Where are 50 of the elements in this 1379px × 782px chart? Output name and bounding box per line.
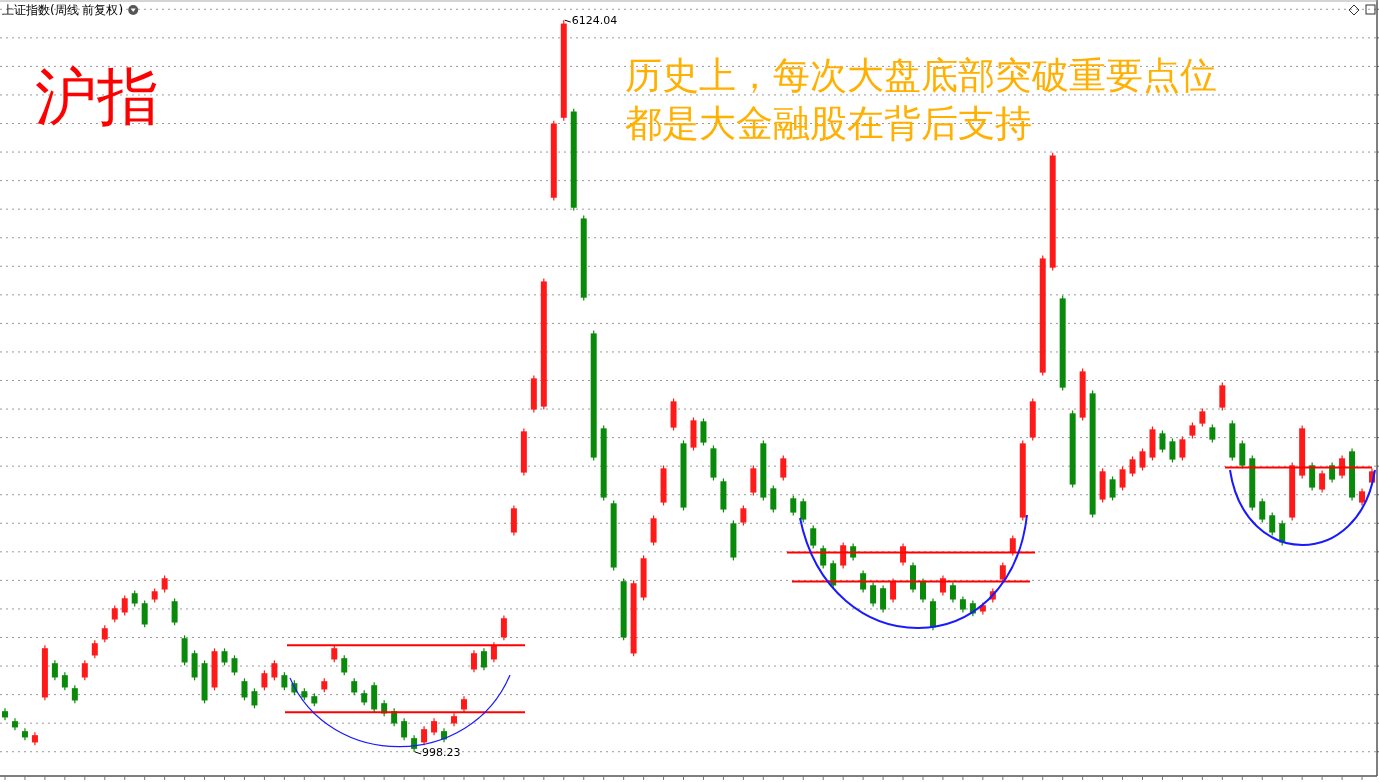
candlestick <box>141 599 148 628</box>
candlestick <box>271 659 278 681</box>
candlestick <box>480 647 487 671</box>
candlestick <box>890 577 897 603</box>
candlestick <box>800 497 807 524</box>
chart-title: 上证指数(周线 前复权) <box>2 3 124 17</box>
candlestick <box>51 659 58 681</box>
candlestick <box>251 687 258 709</box>
annotation: 998.23 <box>422 745 461 759</box>
candlestick <box>780 454 787 482</box>
annotation: 6124.04 <box>571 14 618 28</box>
candlestick <box>81 659 88 681</box>
candlestick <box>740 504 747 527</box>
candlestick <box>790 494 797 517</box>
annotation: 都是大金融股在背后支持 <box>625 102 1032 145</box>
candlestick <box>840 541 847 569</box>
candlestick <box>1109 475 1116 502</box>
candlestick <box>401 717 408 741</box>
candlestick <box>470 649 477 673</box>
candlestick <box>870 581 877 607</box>
candlestick <box>810 524 817 550</box>
candlestick <box>700 417 707 447</box>
candlestick <box>1219 381 1226 412</box>
candlestick <box>1159 429 1166 454</box>
candlestick <box>949 581 956 603</box>
candlestick <box>500 614 507 641</box>
candlestick <box>421 725 428 746</box>
text: 沪指 <box>35 60 159 133</box>
candlestick <box>171 597 178 626</box>
candlestick <box>1259 497 1266 524</box>
candlestick <box>830 559 837 589</box>
candlestick <box>1279 519 1286 547</box>
candlestick <box>1119 465 1126 492</box>
candlestick <box>231 654 238 676</box>
candlestick <box>880 584 887 613</box>
candlestick <box>490 641 497 663</box>
candlestick <box>1309 461 1316 492</box>
candlestick <box>341 654 348 676</box>
candlestick <box>1169 437 1176 464</box>
candlestick <box>770 484 777 514</box>
candlestick <box>1129 455 1136 478</box>
candlestick <box>1319 469 1326 494</box>
annotation: 历史上，每次大盘底部突破重要点位 <box>625 54 1217 97</box>
candlestick <box>1179 435 1186 462</box>
candlestick <box>1269 511 1276 537</box>
candlestick <box>121 594 128 616</box>
candlestick <box>920 577 926 603</box>
candlestick <box>1139 447 1146 472</box>
candlestick <box>241 677 248 701</box>
candlestick <box>261 669 268 691</box>
